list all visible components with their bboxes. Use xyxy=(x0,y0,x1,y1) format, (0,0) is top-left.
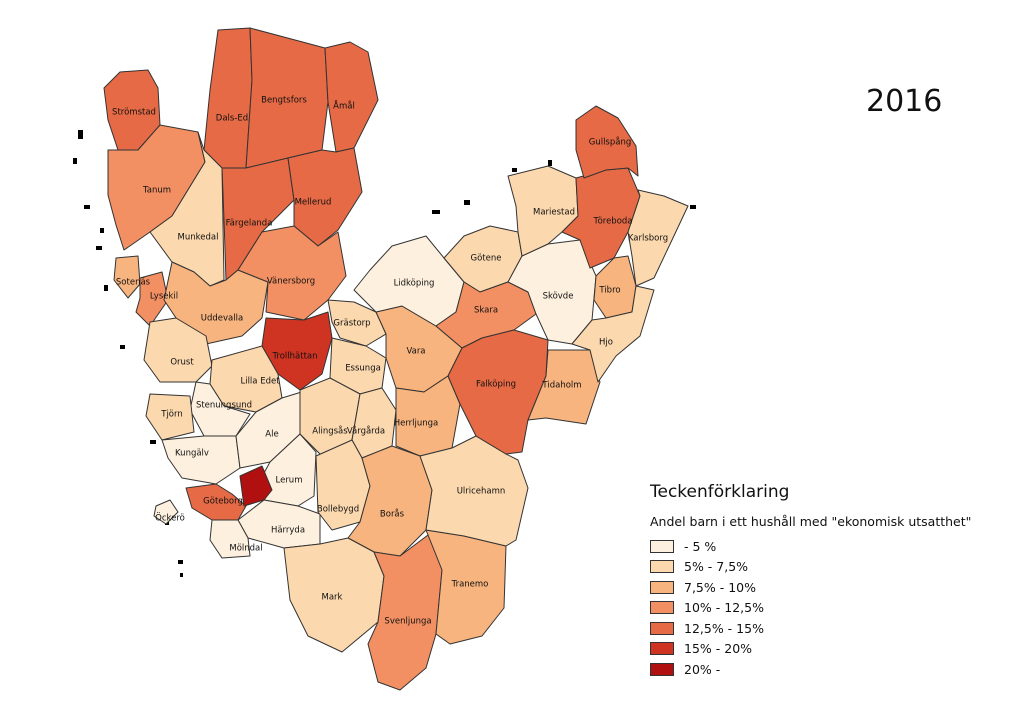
municipality-label: Orust xyxy=(170,358,194,368)
municipality-label: Lysekil xyxy=(150,292,178,302)
municipality-label: Munkedal xyxy=(178,233,219,243)
municipality-label: Tanum xyxy=(142,186,171,196)
municipality-label: Göteborg xyxy=(203,497,243,507)
municipality-label: Essunga xyxy=(345,364,381,374)
municipality-label: Tibro xyxy=(598,286,620,296)
municipality-label: Grästorp xyxy=(333,319,370,329)
municipality-label: Vänersborg xyxy=(267,277,315,287)
legend: Teckenförklaring Andel barn i ett hushål… xyxy=(650,482,971,680)
municipality-label: Vårgårda xyxy=(347,426,385,437)
legend-label: 10% - 12,5% xyxy=(684,600,764,616)
legend-item: 10% - 12,5% xyxy=(650,598,971,619)
municipality-label: Töreboda xyxy=(592,217,632,227)
municipality-karlsborg xyxy=(627,189,689,287)
municipality-label: Sotenäs xyxy=(116,278,151,288)
municipality-mellerud xyxy=(287,147,363,247)
municipality-label: Uddevalla xyxy=(201,314,243,324)
municipality-gullspang xyxy=(575,105,639,179)
legend-item: 5% - 7,5% xyxy=(650,557,971,578)
municipality-dals-ed xyxy=(203,27,253,169)
legend-item: 15% - 20% xyxy=(650,639,971,660)
legend-title: Teckenförklaring xyxy=(650,482,790,502)
municipality-layer xyxy=(103,27,689,691)
municipality-label: Härryda xyxy=(271,526,305,536)
municipality-label: Mellerud xyxy=(295,198,332,208)
municipality-falkoping xyxy=(447,329,549,455)
municipality-ulricehamn xyxy=(419,435,529,547)
legend-swatch xyxy=(650,662,674,676)
municipality-label: Vara xyxy=(406,347,425,357)
legend-label: - 5 % xyxy=(684,538,717,554)
municipality-label: Tjörn xyxy=(160,410,183,420)
municipality-hjo xyxy=(571,285,655,383)
municipality-label: Bengtsfors xyxy=(261,96,307,106)
legend-swatch xyxy=(650,560,674,574)
coastal-islands xyxy=(73,130,696,577)
municipality-herrljunga xyxy=(395,375,461,457)
municipality-label: Trollhättan xyxy=(271,352,317,362)
legend-label: 7,5% - 10% xyxy=(684,579,756,595)
municipality-uddevalla xyxy=(163,261,269,345)
municipality-label: Gullspång xyxy=(589,137,632,148)
municipality-label: Götene xyxy=(471,254,502,264)
municipality-label: Ulricehamn xyxy=(457,487,506,497)
municipality-sotenas xyxy=(113,255,141,299)
municipality-label: Borås xyxy=(380,509,405,520)
municipality-kungalv xyxy=(161,435,241,485)
municipality-label: Bollebygd xyxy=(317,505,359,515)
municipality-label: Falköping xyxy=(476,380,516,390)
municipality-label: Strömstad xyxy=(112,108,156,118)
municipality-grastorp xyxy=(327,299,387,347)
municipality-label: Tidaholm xyxy=(541,381,581,391)
legend-item: 12,5% - 15% xyxy=(650,618,971,639)
municipality-label: Ale xyxy=(265,430,278,440)
municipality-label: Alingsås xyxy=(312,426,348,437)
legend-swatch xyxy=(650,601,674,615)
municipality-label: Åmål xyxy=(333,100,355,112)
municipality-mariestad xyxy=(507,165,579,257)
legend-item: - 5 % xyxy=(650,536,971,557)
municipality-label: Lerum xyxy=(276,476,303,486)
municipality-partille xyxy=(239,465,273,507)
municipality-goteborg xyxy=(185,483,247,521)
municipality-label: Mariestad xyxy=(533,208,575,218)
municipality-label: Skara xyxy=(474,306,498,316)
municipality-label: Kungälv xyxy=(175,449,209,459)
legend-swatch xyxy=(650,539,674,553)
legend-item: 20% - xyxy=(650,659,971,680)
municipality-svenljunga xyxy=(367,531,443,691)
municipality-label: Lidköping xyxy=(394,279,435,289)
legend-item: 7,5% - 10% xyxy=(650,577,971,598)
municipality-harryda xyxy=(237,499,321,549)
municipality-label: Dals-Ed xyxy=(216,114,248,124)
municipality-label: Svenljunga xyxy=(384,617,431,627)
municipality-label: Lilla Edet xyxy=(240,377,280,387)
municipality-ockero xyxy=(153,499,179,525)
legend-swatch xyxy=(650,642,674,656)
municipality-label: Hjo xyxy=(599,338,613,348)
legend-label: 20% - xyxy=(684,661,721,677)
map-year-title: 2016 xyxy=(866,84,943,119)
municipality-label: Öckerö xyxy=(155,513,185,524)
municipality-tjorn xyxy=(145,393,195,441)
municipality-labels: Strömstad Dals-Ed Bengtsfors Åmål Tanum … xyxy=(112,96,668,627)
legend-label: 15% - 20% xyxy=(684,641,753,657)
municipality-orust xyxy=(143,317,213,383)
municipality-label: Mölndal xyxy=(229,544,262,554)
municipality-label: Mark xyxy=(322,593,343,603)
municipality-label: Tranemo xyxy=(451,580,489,590)
legend-label: 5% - 7,5% xyxy=(684,559,749,575)
municipality-label: Färgelanda xyxy=(226,219,273,229)
legend-swatch xyxy=(650,580,674,594)
legend-subtitle: Andel barn i ett hushåll med "ekonomisk … xyxy=(650,514,972,529)
legend-swatch xyxy=(650,621,674,635)
municipality-label: Stenungsund xyxy=(196,401,252,411)
municipality-amal xyxy=(324,41,379,153)
legend-label: 12,5% - 15% xyxy=(684,620,764,636)
municipality-label: Karlsborg xyxy=(628,234,668,244)
municipality-molndal xyxy=(209,519,251,559)
municipality-label: Skövde xyxy=(543,292,574,302)
municipality-label: Herrljunga xyxy=(394,419,439,429)
